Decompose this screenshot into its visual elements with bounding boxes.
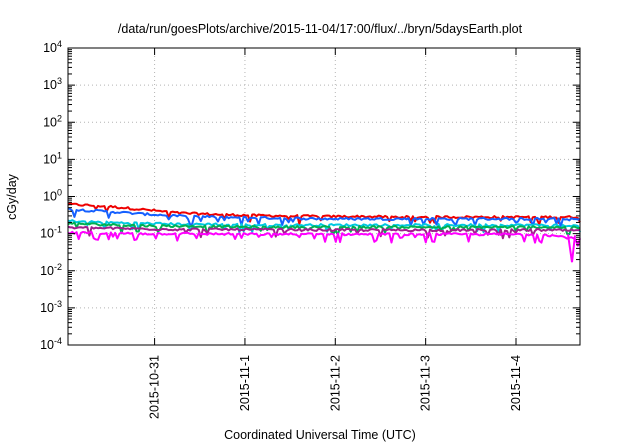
x-tick-label: 2015-11-2 — [328, 355, 342, 411]
x-tick-label: 2015-11-3 — [419, 355, 433, 411]
y-axis-label: cGy/day — [5, 174, 19, 220]
y-ticks: 10-4 10-3 10-2 10-1 100 101 102 103 104 — [40, 39, 580, 352]
series-line — [67, 202, 581, 226]
x-ticks: 2015-10-31 2015-11-1 2015-11-2 2015-11-3 201… — [148, 48, 523, 419]
y-tick-label: 101 — [43, 150, 62, 166]
y-tick-label: 10-3 — [40, 299, 62, 315]
y-tick-label: 103 — [43, 76, 62, 92]
y-tick-label: 10-4 — [40, 336, 62, 352]
x-tick-label: 2015-11-4 — [509, 355, 523, 411]
y-tick-label: 104 — [43, 39, 62, 55]
x-axis-label: Coordinated Universal Time (UTC) — [224, 428, 416, 442]
y-tick-label: 100 — [43, 188, 62, 204]
y-tick-label: 10-1 — [40, 225, 62, 241]
series-dip — [567, 234, 576, 263]
series-lines — [67, 202, 581, 263]
y-tick-label: 102 — [43, 113, 62, 129]
series-line — [67, 221, 581, 236]
x-tick-label: 2015-11-1 — [238, 355, 252, 411]
series-line — [67, 207, 581, 228]
grid-lines — [68, 48, 580, 345]
series-line — [67, 230, 581, 247]
chart-title: /data/run/goesPlots/archive/2015-11-04/1… — [117, 22, 523, 36]
y-tick-label: 10-2 — [40, 262, 62, 278]
series-line — [67, 225, 581, 240]
x-tick-label: 2015-10-31 — [148, 355, 162, 419]
